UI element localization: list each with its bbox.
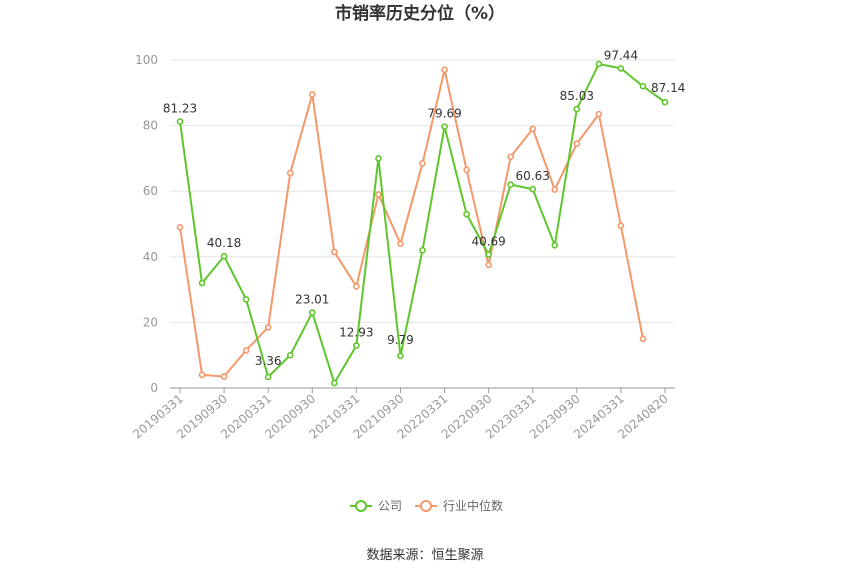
series-point-0 [595, 60, 603, 68]
grid [170, 59, 675, 323]
legend-label: 行业中位数 [443, 498, 503, 513]
series-point-1 [198, 371, 206, 379]
series-point-1 [375, 191, 382, 198]
series-point-0 [242, 296, 250, 303]
series-point-0 [176, 118, 184, 125]
series-point-1 [441, 66, 448, 74]
series-point-0 [375, 155, 382, 162]
series-point-0 [308, 309, 316, 316]
series-point-1 [176, 223, 184, 231]
series-point-1 [419, 160, 426, 167]
series-point-0 [661, 98, 669, 106]
y-tick-label: 100 [135, 53, 158, 67]
series [176, 60, 669, 387]
series-point-0 [639, 82, 647, 90]
series-point-0 [331, 379, 338, 387]
series-point-1 [639, 335, 647, 343]
y-tick-label: 20 [143, 315, 158, 329]
legend-marker [355, 500, 367, 512]
data-label: 12.93 [339, 326, 373, 340]
data-label: 79.69 [427, 107, 461, 121]
series-point-1 [617, 222, 625, 229]
series-point-0 [286, 351, 294, 359]
source-note: 数据来源：恒生聚源 [366, 548, 483, 563]
legend-label: 公司 [378, 499, 402, 513]
series-point-0 [551, 242, 559, 249]
legend-item-0[interactable]: 公司 [350, 499, 402, 513]
chart-title: 市销率历史分位（%） [335, 3, 505, 24]
data-label: 97.44 [604, 48, 638, 62]
series-point-0 [264, 373, 272, 381]
series-point-0 [507, 181, 514, 188]
series-point-1 [507, 153, 514, 161]
series-point-1 [242, 346, 250, 354]
series-point-1 [220, 373, 228, 380]
series-point-0 [353, 342, 360, 349]
series-point-0 [220, 252, 228, 260]
series-point-0 [397, 352, 404, 360]
data-label: 40.69 [471, 235, 505, 249]
y-tick-label: 60 [143, 184, 158, 198]
legend-item-1[interactable]: 行业中位数 [415, 498, 503, 513]
series-point-1 [573, 140, 581, 147]
series-point-1 [485, 261, 492, 269]
series-point-1 [397, 240, 404, 247]
data-label: 9.79 [387, 333, 414, 347]
series-point-0 [441, 123, 448, 130]
data-label: 85.03 [560, 89, 594, 103]
data-label: 87.14 [651, 81, 685, 95]
y-tick-label: 40 [143, 250, 158, 264]
series-point-1 [308, 91, 316, 98]
series-point-1 [529, 125, 537, 133]
series-point-1 [331, 248, 338, 256]
series-point-1 [595, 110, 603, 118]
series-point-1 [286, 169, 294, 177]
data-label: 23.01 [295, 293, 329, 307]
data-labels: 81.23 40.18 3.36 23.01 12.93 9.79 79.69 40.69 60… [163, 48, 686, 368]
series-point-0 [198, 279, 206, 287]
legend[interactable]: 公司 行业中位数 [350, 498, 503, 513]
series-point-0 [485, 251, 492, 258]
legend-marker [420, 500, 432, 512]
series-point-0 [463, 210, 470, 218]
series-point-0 [573, 105, 581, 113]
series-point-1 [353, 283, 360, 290]
series-point-0 [529, 185, 537, 193]
y-tick-label: 0 [150, 381, 158, 395]
y-tick-label: 80 [143, 119, 158, 133]
series-point-1 [463, 166, 470, 174]
series-line-0 [179, 62, 666, 385]
series-line-1 [179, 68, 644, 378]
data-label: 60.63 [516, 169, 550, 183]
data-label: 81.23 [163, 102, 197, 116]
series-point-0 [419, 246, 426, 254]
series-point-1 [264, 324, 272, 331]
data-label: 3.36 [255, 354, 282, 368]
series-point-0 [617, 65, 625, 72]
series-point-1 [551, 186, 559, 193]
data-label: 40.18 [207, 236, 241, 250]
